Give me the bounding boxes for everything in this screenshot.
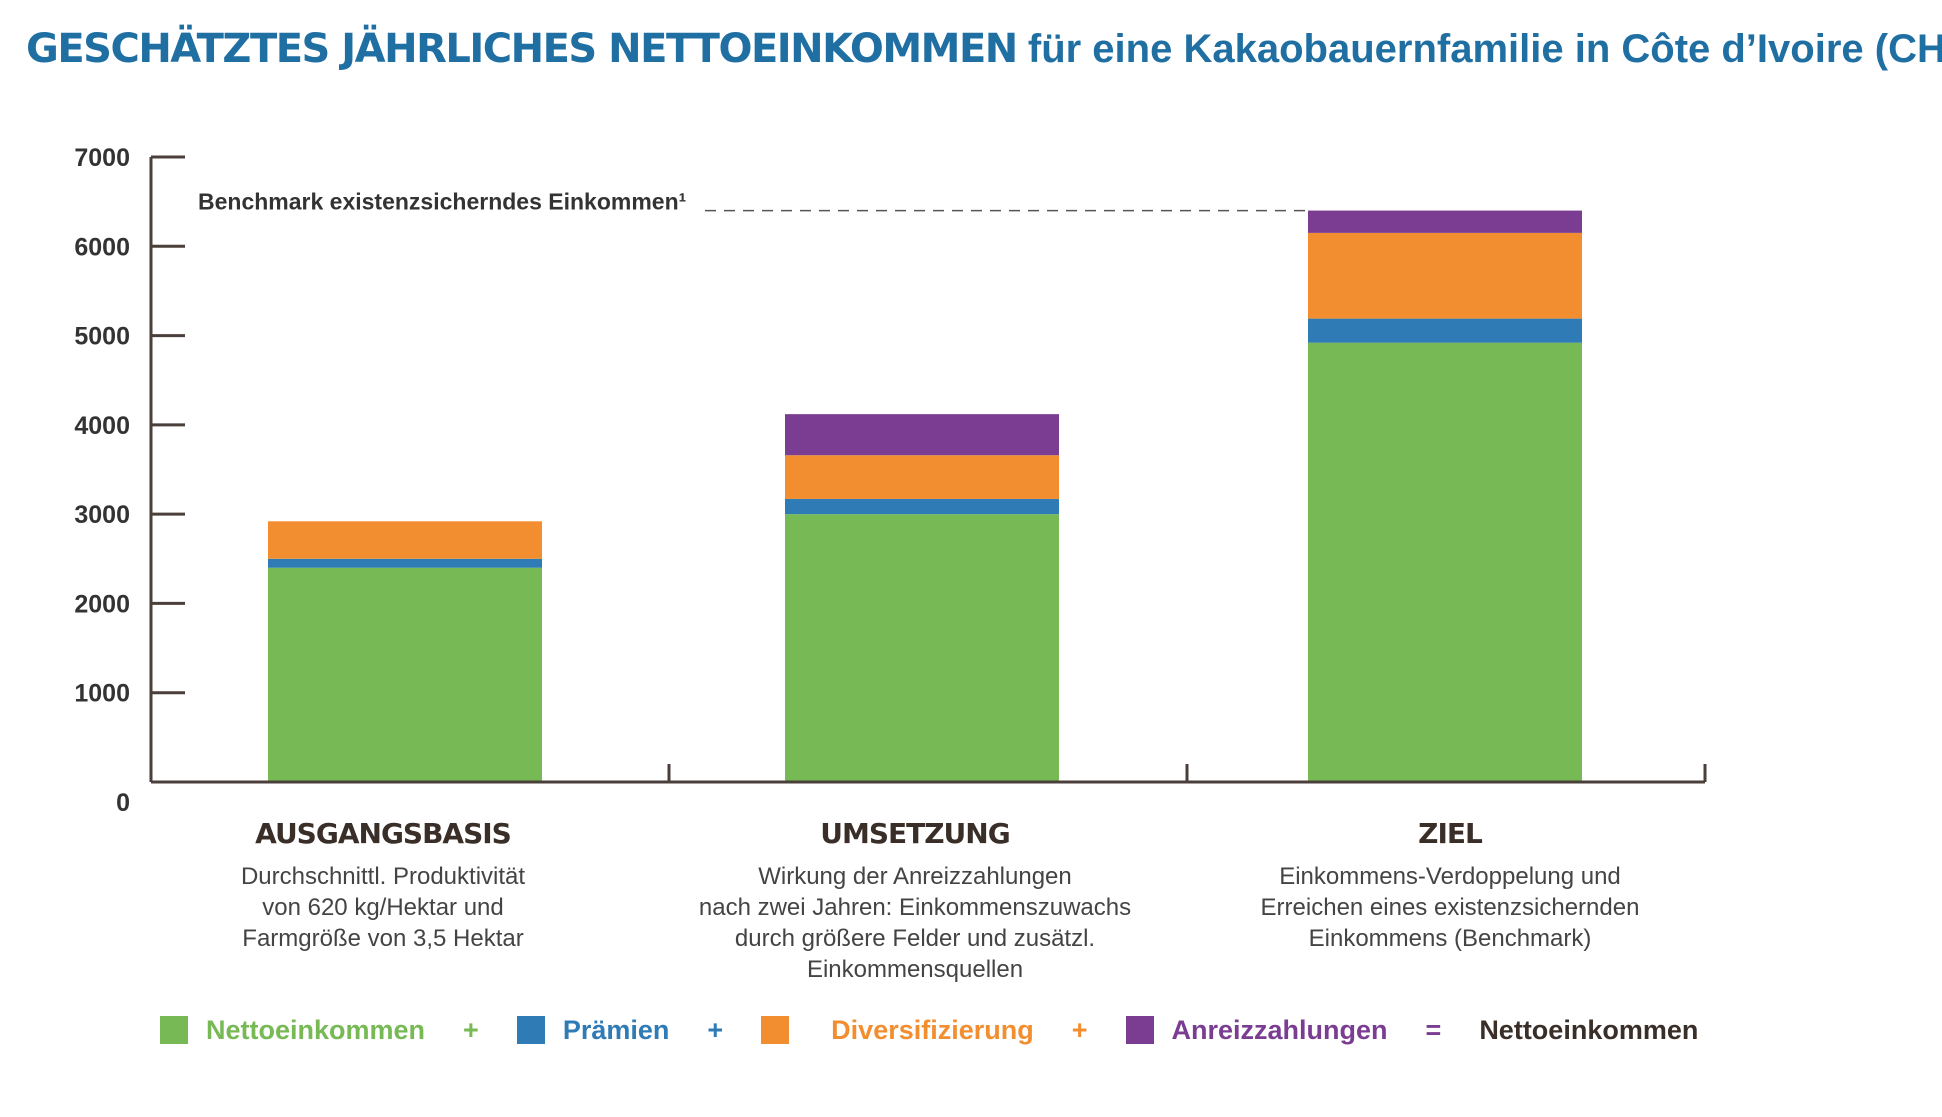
category-description-line: von 620 kg/Hektar und bbox=[262, 894, 504, 921]
chart-title: GESCHÄTZTES JÄHRLICHES NETTOEINKOMMEN fü… bbox=[26, 26, 1942, 72]
category-description-line: Einkommens (Benchmark) bbox=[1309, 925, 1592, 952]
y-tick-label: 5000 bbox=[74, 323, 130, 351]
legend-label: Prämien bbox=[562, 1014, 670, 1045]
bar-segment-anreizzahlungen bbox=[785, 414, 1059, 456]
bar-segment-prämien bbox=[268, 558, 542, 568]
bar-segment-prämien bbox=[1308, 318, 1582, 343]
category-label: AUSGANGSBASIS bbox=[255, 817, 511, 850]
bar-segment-diversifizierung bbox=[785, 455, 1059, 499]
stacked-bar-chart: Benchmark existenzsicherndes Einkommen¹ 0… bbox=[74, 144, 1707, 983]
y-tick-label: 7000 bbox=[74, 144, 130, 172]
chart-title-bold: GESCHÄTZTES JÄHRLICHES NETTOEINKOMMEN bbox=[26, 26, 1018, 72]
blue-square-icon bbox=[516, 1016, 545, 1044]
purple-square-icon bbox=[1125, 1016, 1154, 1044]
legend-operator: + bbox=[1071, 1014, 1088, 1045]
bar-segment-nettoeinkommen bbox=[785, 514, 1059, 782]
legend-label: Nettoeinkommen bbox=[206, 1014, 426, 1045]
category-description-line: Erreichen eines existenzsichernden bbox=[1261, 894, 1640, 921]
category-description-line: Einkommens-Verdoppelung und bbox=[1279, 863, 1621, 890]
y-tick-label: 6000 bbox=[74, 233, 130, 261]
legend-label: Diversifizierung bbox=[831, 1014, 1034, 1045]
legend-operator: + bbox=[707, 1014, 724, 1045]
y-tick-label: 3000 bbox=[74, 501, 130, 529]
category-description-line: nach zwei Jahren: Einkommenszuwachs bbox=[699, 894, 1131, 921]
legend-item-nettoeinkommen: Nettoeinkommen bbox=[160, 1015, 425, 1046]
legend-operator: + bbox=[463, 1014, 479, 1045]
category-description-line: Einkommensquellen bbox=[807, 956, 1023, 983]
category-description-line: Wirkung der Anreizzahlungen bbox=[758, 863, 1072, 890]
legend-item-anreizzahlungen: Anreizzahlungen bbox=[1125, 1014, 1388, 1046]
orange-square-icon bbox=[761, 1016, 790, 1044]
y-tick-label: 2000 bbox=[74, 590, 130, 618]
category-description-line: durch größere Felder und zusätzl. bbox=[735, 925, 1095, 952]
benchmark-label: Benchmark existenzsicherndes Einkommen¹ bbox=[198, 189, 686, 215]
y-tick-label: 4000 bbox=[74, 412, 130, 440]
bar-segment-prämien bbox=[785, 498, 1059, 515]
category-label: UMSETZUNG bbox=[820, 817, 1009, 850]
bar-segment-nettoeinkommen bbox=[1308, 342, 1582, 782]
bar-segment-nettoeinkommen bbox=[268, 567, 542, 782]
legend-label: Anreizzahlungen bbox=[1171, 1014, 1388, 1045]
category-description-line: Farmgröße von 3,5 Hektar bbox=[242, 925, 523, 952]
legend-operator: = bbox=[1425, 1014, 1442, 1045]
legend-item-praemien: Prämien bbox=[516, 1014, 670, 1046]
category-label: ZIEL bbox=[1418, 817, 1483, 850]
legend: Nettoeinkommen + Prämien + Diversifizier… bbox=[160, 1010, 1720, 1050]
bar-segment-diversifizierung bbox=[268, 521, 542, 559]
category-description-line: Durchschnittl. Produktivität bbox=[241, 863, 525, 890]
bar-segment-anreizzahlungen bbox=[1308, 210, 1582, 233]
green-square-icon bbox=[160, 1016, 188, 1044]
chart-title-rest: für eine Kakaobauernfamilie in Côte d’Iv… bbox=[1027, 27, 1942, 71]
legend-result-label: Nettoeinkommen bbox=[1479, 1014, 1699, 1045]
y-tick-label: 0 bbox=[116, 789, 130, 817]
legend-item-diversifizierung: Diversifizierung bbox=[761, 1015, 1034, 1046]
bar-segment-diversifizierung bbox=[1308, 232, 1582, 319]
y-tick-label: 1000 bbox=[74, 680, 130, 708]
